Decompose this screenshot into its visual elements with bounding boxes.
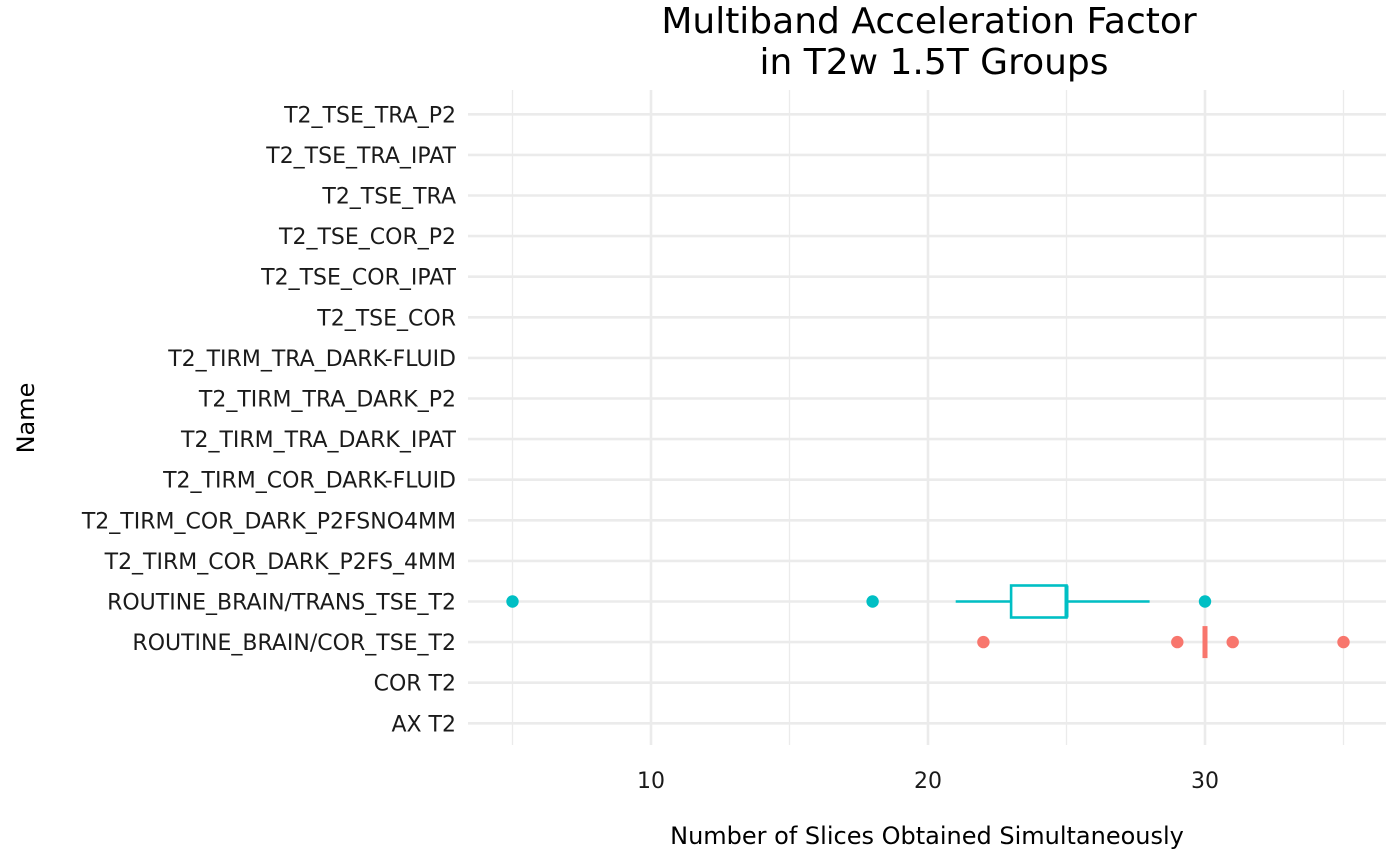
box-group (977, 626, 1350, 659)
y-tick-label: T2_TIRM_TRA_DARK_P2 (198, 388, 456, 413)
x-tick-label: 20 (914, 769, 942, 794)
marks-layer (506, 584, 1350, 659)
y-tick-label: T2_TSE_COR (316, 306, 456, 331)
y-tick-label: T2_TIRM_TRA_DARK_IPAT (180, 428, 457, 453)
y-tick-label: T2_TSE_COR_IPAT (260, 266, 456, 291)
x-tick-label: 10 (637, 769, 665, 794)
y-tick-label: T2_TSE_TRA_IPAT (265, 144, 456, 169)
y-tick-label: T2_TSE_TRA (321, 185, 456, 210)
y-tick-label: T2_TSE_COR_P2 (278, 225, 456, 250)
outlier-point (866, 595, 879, 608)
labels-layer: AX T2 COR T2 ROUTINE_BRAIN/COR_TSE_T2 ROUTI… (81, 103, 1219, 794)
grid-layer (468, 90, 1386, 745)
chart-title-line-2: in T2w 1.5T Groups (759, 42, 1108, 83)
y-axis-label: Name (12, 383, 40, 454)
x-axis-label: Number of Slices Obtained Simultaneously (670, 822, 1184, 850)
y-tick-label: T2_TSE_TRA_P2 (283, 103, 456, 128)
y-tick-label: T2_TIRM_COR_DARK_P2FSNO4MM (81, 509, 456, 534)
y-tick-label: ROUTINE_BRAIN/COR_TSE_T2 (132, 631, 456, 656)
y-tick-label: AX T2 (391, 712, 456, 737)
outlier-point (977, 635, 990, 649)
outlier-point (1198, 595, 1212, 608)
outlier-point (1171, 635, 1184, 649)
box-iqr (1009, 584, 1068, 619)
y-tick-label: COR T2 (374, 672, 456, 697)
outlier-point (1337, 635, 1350, 649)
chart-title-line-1: Multiband Acceleration Factor (661, 1, 1197, 42)
y-tick-label: T2_TIRM_TRA_DARK-FLUID (167, 347, 456, 372)
y-tick-label: ROUTINE_BRAIN/TRANS_TSE_T2 (107, 591, 456, 616)
box-group (506, 584, 1212, 619)
y-tick-label: T2_TIRM_COR_DARK-FLUID (162, 469, 456, 494)
outlier-point (1226, 635, 1239, 649)
x-tick-label: 30 (1191, 769, 1219, 794)
y-tick-label: T2_TIRM_COR_DARK_P2FS_4MM (104, 550, 456, 575)
outlier-point (506, 595, 519, 608)
